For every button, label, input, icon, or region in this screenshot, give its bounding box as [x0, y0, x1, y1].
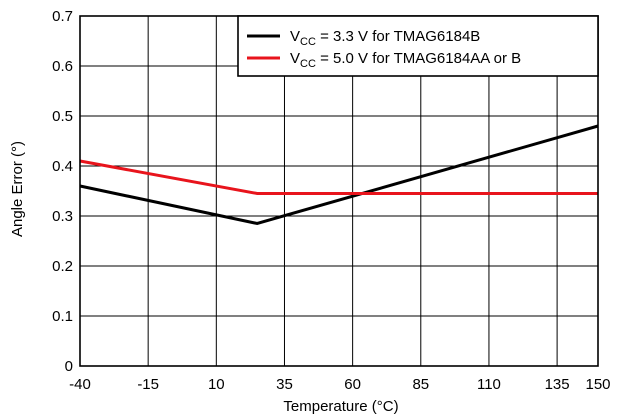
y-axis-label: Angle Error (°) — [9, 141, 26, 237]
series-line-1 — [79, 124, 599, 226]
x-tick-label: -40 — [69, 376, 91, 393]
x-tick-label: 10 — [208, 376, 225, 393]
x-tick-label: 60 — [344, 376, 361, 393]
x-axis-label: Temperature (°C) — [283, 398, 398, 415]
series-layer — [79, 124, 599, 226]
y-tick-labels: 0 0.1 0.2 0.3 0.4 0.5 0.6 0.7 — [52, 8, 73, 375]
x-tick-label: -15 — [137, 376, 159, 393]
y-tick-label: 0.7 — [52, 8, 73, 25]
legend-box — [237, 15, 599, 77]
y-tick-label: 0.2 — [52, 258, 73, 275]
legend-entry-1: VCC = 3.3 V for TMAG6184B — [290, 28, 480, 48]
y-tick-label: 0.1 — [52, 308, 73, 325]
x-tick-label: 150 — [585, 376, 610, 393]
legend-entry-2: VCC = 5.0 V for TMAG6184AA or B — [290, 50, 521, 70]
y-tick-label: 0.3 — [52, 208, 73, 225]
y-tick-label: 0.4 — [52, 158, 73, 175]
y-tick-label: 0.5 — [52, 108, 73, 125]
y-tick-label: 0.6 — [52, 58, 73, 75]
x-tick-label: 85 — [412, 376, 429, 393]
series-line-2 — [79, 159, 598, 195]
x-tick-label: 135 — [545, 376, 570, 393]
x-tick-label: 110 — [477, 376, 501, 393]
x-tick-labels: -40 -15 10 35 60 85 110 135 150 — [69, 376, 610, 393]
y-tick-label: 0 — [65, 358, 73, 375]
x-tick-label: 35 — [276, 376, 293, 393]
